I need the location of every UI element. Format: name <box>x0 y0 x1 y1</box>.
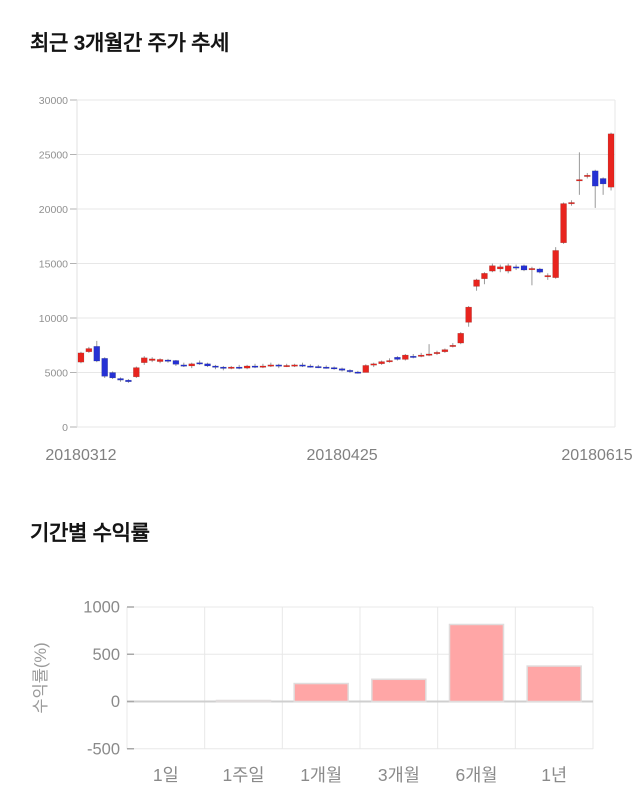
price-candle-up <box>141 357 148 363</box>
price-candle-down <box>101 358 108 377</box>
price-ytick-label: 25000 <box>39 149 68 161</box>
price-candle-down <box>164 359 172 362</box>
price-candle-down <box>299 364 306 367</box>
price-candle-up <box>259 365 267 368</box>
price-candle-up <box>402 354 409 360</box>
price-ytick-label: 15000 <box>39 258 68 270</box>
price-candle-down <box>251 365 259 368</box>
returns-ytick-label: 0 <box>111 693 120 711</box>
returns-category-label: 6개월 <box>456 765 498 785</box>
returns-ytick-label: -500 <box>87 740 120 758</box>
returns-ytick-label: 500 <box>92 646 120 664</box>
price-candle-down <box>172 360 180 365</box>
price-candle-up <box>481 273 488 280</box>
price-candle-up <box>544 275 551 278</box>
price-candle-up <box>378 361 385 365</box>
price-candle-down <box>591 170 599 187</box>
price-candle-up <box>156 359 164 362</box>
price-candle-up <box>417 354 425 357</box>
price-candle-up <box>370 363 377 366</box>
price-candle-up <box>465 306 472 323</box>
returns-bar <box>448 623 505 703</box>
returns-category-label: 1년 <box>541 765 567 785</box>
price-candle-up <box>607 133 615 188</box>
price-candle-down <box>117 378 124 381</box>
price-candle-up <box>584 174 591 177</box>
price-candle-down <box>536 268 544 273</box>
price-candle-up <box>148 358 156 361</box>
price-candle-up <box>362 365 370 373</box>
price-candle-up <box>291 364 298 367</box>
price-candle-up <box>560 203 567 244</box>
price-candle-up <box>457 333 464 344</box>
returns-chart-title: 기간별 수익률 <box>30 522 150 545</box>
price-chart-title: 최근 3개월간 주가 추세 <box>30 32 230 55</box>
price-candle-up <box>386 360 393 363</box>
price-candle-up <box>449 345 457 347</box>
returns-y-axis-title: 수익률(%) <box>31 642 50 713</box>
price-ytick-label: 10000 <box>39 313 68 325</box>
price-candle-down <box>235 366 243 369</box>
price-candle-up <box>552 250 559 278</box>
price-ytick-label: 5000 <box>45 367 69 379</box>
price-xaxis-label: 20180425 <box>306 447 377 464</box>
price-candle-down <box>204 363 211 367</box>
price-candle-up <box>441 349 449 353</box>
price-candle-up <box>489 265 496 272</box>
price-candle-up <box>77 352 85 363</box>
price-candle-up <box>228 366 235 369</box>
returns-bar <box>371 678 427 703</box>
returns-bar-chart: -500 0 500 1000 1일 1주일 1개월 3개월 6개월 1년 수익률(%) <box>31 599 594 785</box>
price-candle-down <box>322 366 330 369</box>
returns-bar <box>526 665 582 703</box>
price-candle-up <box>267 364 275 367</box>
price-candle-down <box>520 265 528 271</box>
price-candle-down <box>315 366 322 369</box>
price-candle-up <box>85 348 93 353</box>
price-ytick-label: 20000 <box>39 204 68 216</box>
price-candle-down <box>330 367 338 370</box>
returns-category-label: 1개월 <box>300 765 342 785</box>
price-candle-down <box>354 371 362 374</box>
returns-category-label: 1일 <box>153 765 179 785</box>
price-candle-down <box>338 368 346 371</box>
price-candle-up <box>425 353 433 356</box>
price-candle-up <box>568 202 575 205</box>
price-candle-down <box>307 365 314 368</box>
returns-bar <box>215 699 272 703</box>
price-candlestick-chart: 0 5000 10000 15000 20000 25000 30000 20180312 20… <box>39 95 633 464</box>
returns-category-label: 1주일 <box>223 765 265 785</box>
returns-ytick-label: 1000 <box>83 599 120 617</box>
price-candle-up <box>133 367 140 378</box>
price-ytick-label: 0 <box>62 422 68 434</box>
price-candle-down <box>125 379 132 383</box>
price-candle-up <box>473 279 480 287</box>
returns-category-label: 3개월 <box>378 765 420 785</box>
price-candle-down <box>180 364 188 367</box>
price-candle-down <box>196 362 203 365</box>
price-candle-down <box>275 364 282 367</box>
price-candle-up <box>188 363 195 367</box>
price-candle-down <box>410 355 417 358</box>
price-candle-down <box>599 178 607 185</box>
price-candle-down <box>346 370 354 372</box>
price-candle-down <box>220 366 227 369</box>
price-candle-up <box>243 365 251 369</box>
price-candle-down <box>212 365 219 368</box>
price-candle-up <box>576 179 583 182</box>
price-candle-up <box>504 265 512 272</box>
price-ytick-label: 30000 <box>39 95 68 107</box>
returns-bar <box>293 682 349 703</box>
price-candle-up <box>528 268 536 271</box>
price-candle-down <box>394 356 401 360</box>
price-candle-down <box>512 266 520 269</box>
price-candle-up <box>497 266 504 270</box>
price-xaxis-label: 20180312 <box>45 447 116 464</box>
price-candle-down <box>109 372 116 379</box>
price-xaxis-label: 20180615 <box>561 447 632 464</box>
price-candle-up <box>283 365 290 368</box>
price-candle-down <box>93 346 101 362</box>
price-candle-up <box>433 352 441 354</box>
